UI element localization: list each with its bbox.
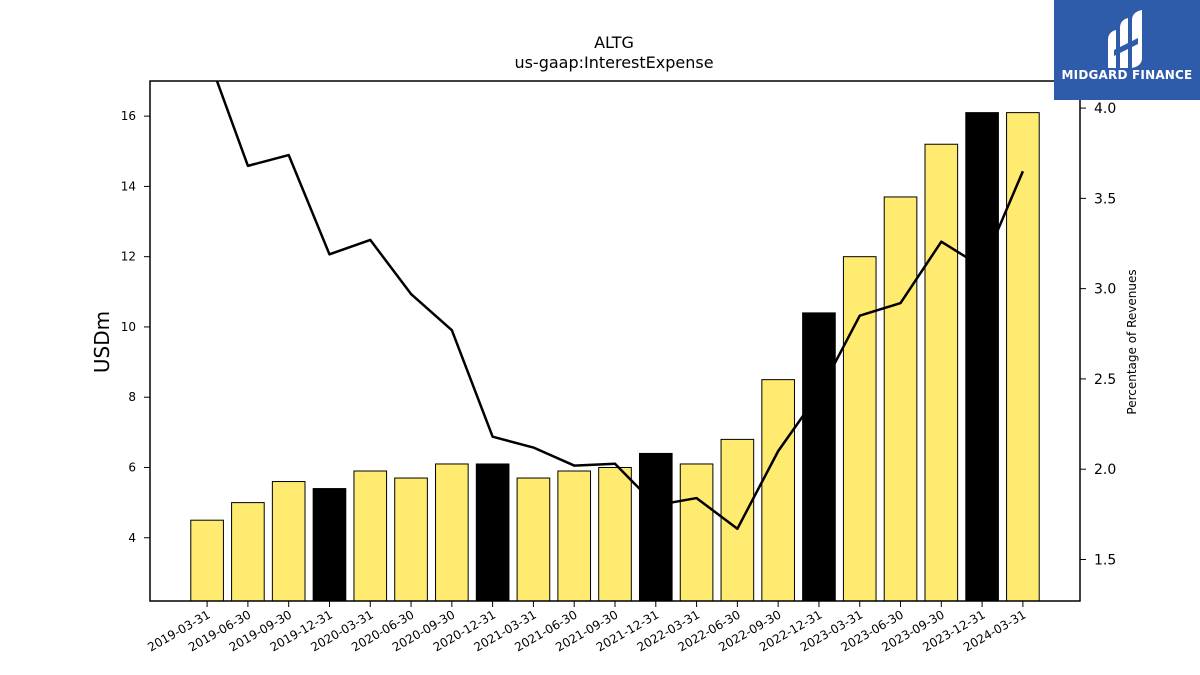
y-tick-label: 4: [128, 531, 136, 545]
logo-text: MIDGARD FINANCE: [1061, 68, 1193, 82]
y2-tick-label: 1.5: [1094, 552, 1116, 568]
midgard-logo-icon: [1108, 10, 1142, 68]
y2-axis-label: Percentage of Revenues: [1125, 269, 1139, 414]
bar-2020-09-30: [435, 463, 469, 601]
y2-tick-label: 2.0: [1094, 462, 1116, 478]
bar-2021-12-31: [638, 452, 673, 601]
midgard-logo: MIDGARD FINANCE: [1054, 0, 1200, 100]
y-tick-label: 8: [128, 390, 136, 404]
bar-2023-06-30: [883, 196, 918, 601]
y2-tick-label: 3.5: [1094, 191, 1116, 207]
bar-2021-03-31: [516, 477, 551, 601]
bar-2020-12-31: [475, 463, 510, 601]
y2-tick-label: 3.0: [1094, 282, 1116, 298]
bar-2019-12-31: [312, 488, 347, 601]
bar-2023-09-30: [924, 143, 959, 601]
y2-tick-label: 2.5: [1094, 372, 1116, 388]
bar-2019-03-31: [190, 519, 224, 601]
y-tick-label: 6: [128, 460, 136, 474]
bar-2020-06-30: [394, 477, 428, 601]
bar-2023-03-31: [842, 256, 877, 601]
bar-2020-03-31: [353, 470, 388, 601]
y-tick-label: 14: [121, 179, 136, 193]
line-layer: [215, 81, 1025, 531]
bar-2019-09-30: [271, 481, 306, 601]
chart-subtitle: us-gaap:InterestExpense: [514, 53, 713, 72]
chart-title: ALTG: [594, 33, 634, 52]
bar-2022-03-31: [679, 463, 714, 601]
bar-2023-12-31: [965, 112, 999, 601]
y2-tick-label: 4.0: [1094, 101, 1116, 117]
bar-2021-06-30: [557, 470, 592, 601]
bars-layer: [190, 112, 1040, 601]
y-tick-label: 16: [121, 109, 136, 123]
bar-2022-12-31: [802, 312, 836, 601]
y-axis-label: USDm: [90, 311, 114, 373]
bar-2019-06-30: [231, 502, 265, 601]
bar-2024-03-31: [1006, 112, 1040, 601]
bar-2022-09-30: [761, 379, 795, 601]
bar-2021-09-30: [598, 466, 632, 601]
y-tick-label: 12: [121, 250, 136, 264]
y-tick-label: 10: [121, 320, 136, 334]
